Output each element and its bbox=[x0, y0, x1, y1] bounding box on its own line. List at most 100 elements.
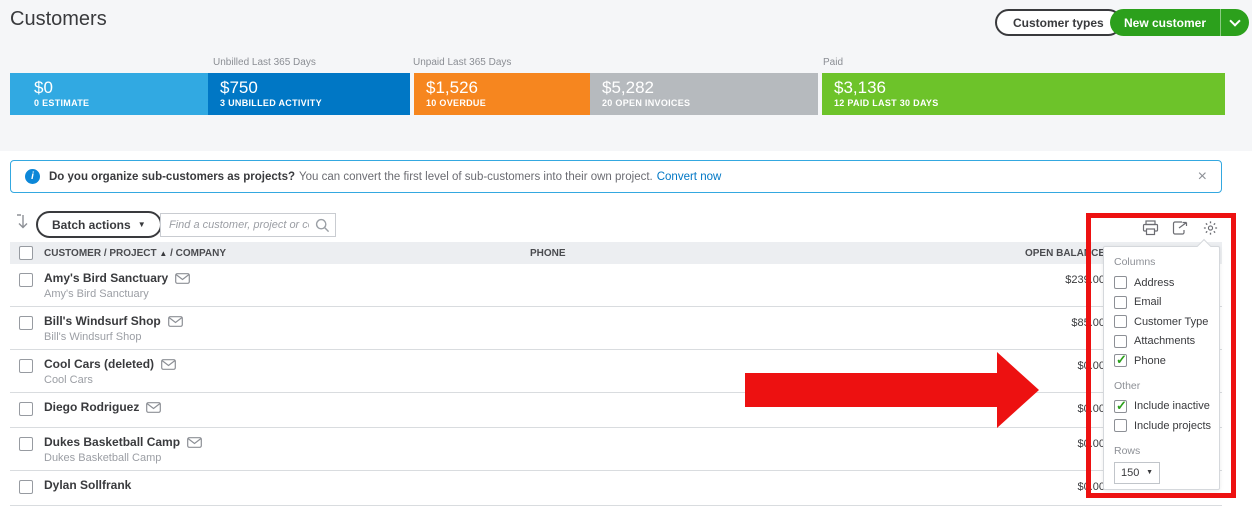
option-include-inactive[interactable]: Include inactive bbox=[1114, 397, 1219, 417]
table-row[interactable]: Cool Cars (deleted) Cool Cars $0.00 bbox=[10, 350, 1222, 393]
close-icon[interactable]: × bbox=[1198, 169, 1207, 185]
checkbox[interactable] bbox=[1114, 276, 1127, 289]
option-email[interactable]: Email bbox=[1114, 293, 1219, 313]
segment-label: 0 ESTIMATE bbox=[34, 97, 208, 109]
select-all-checkbox[interactable] bbox=[19, 246, 33, 260]
option-customer-type[interactable]: Customer Type bbox=[1114, 312, 1219, 332]
search-input[interactable] bbox=[161, 214, 309, 236]
segment-label: 3 UNBILLED ACTIVITY bbox=[220, 97, 410, 109]
segment-open-invoices[interactable]: $5,282 20 OPEN INVOICES bbox=[590, 73, 818, 115]
option-label: Include projects bbox=[1134, 420, 1211, 432]
segment-overdue[interactable]: $1,526 10 OVERDUE bbox=[414, 73, 590, 115]
row-checkbox[interactable] bbox=[19, 273, 33, 287]
batch-actions-button[interactable]: Batch actions ▼ bbox=[36, 211, 162, 238]
phone-column-header[interactable]: PHONE bbox=[530, 248, 566, 259]
open-balance-value: $85.00 bbox=[1071, 317, 1105, 329]
option-include-projects[interactable]: Include projects bbox=[1114, 416, 1219, 436]
rows-per-page-select[interactable]: 150 ▼ bbox=[1114, 462, 1160, 484]
company-name: Dukes Basketball Camp bbox=[44, 452, 161, 464]
sort-asc-icon: ▲ bbox=[159, 249, 167, 258]
row-checkbox[interactable] bbox=[19, 437, 33, 451]
email-envelope-icon[interactable] bbox=[146, 402, 161, 413]
email-envelope-icon[interactable] bbox=[187, 437, 202, 448]
option-label: Phone bbox=[1134, 355, 1166, 367]
segment-unbilled-activity[interactable]: $750 3 UNBILLED ACTIVITY bbox=[208, 73, 410, 115]
segment-amount: $0 bbox=[34, 78, 208, 97]
customer-types-button[interactable]: Customer types bbox=[995, 9, 1122, 36]
search-container bbox=[160, 213, 336, 237]
print-icon[interactable] bbox=[1142, 220, 1159, 236]
row-checkbox[interactable] bbox=[19, 316, 33, 330]
row-checkbox[interactable] bbox=[19, 359, 33, 373]
segment-label: 20 OPEN INVOICES bbox=[602, 97, 818, 109]
segment-label: 12 PAID LAST 30 DAYS bbox=[834, 97, 1225, 109]
open-balance-value: $0.00 bbox=[1077, 360, 1105, 372]
row-checkbox[interactable] bbox=[19, 402, 33, 416]
customer-types-label: Customer types bbox=[1013, 16, 1104, 30]
open-balance-value: $239.00 bbox=[1065, 274, 1105, 286]
checkbox[interactable] bbox=[1114, 400, 1127, 413]
company-name: Bill's Windsurf Shop bbox=[44, 331, 141, 343]
table-actions bbox=[1142, 220, 1219, 236]
customer-name-link[interactable]: Dylan Sollfrank bbox=[44, 478, 131, 492]
unbilled-group-label: Unbilled Last 365 Days bbox=[213, 57, 316, 68]
row-checkbox[interactable] bbox=[19, 480, 33, 494]
email-envelope-icon[interactable] bbox=[168, 316, 183, 327]
option-label: Include inactive bbox=[1134, 400, 1210, 412]
checkbox[interactable] bbox=[1114, 354, 1127, 367]
segment-amount: $1,526 bbox=[426, 78, 590, 97]
new-customer-dropdown[interactable] bbox=[1221, 21, 1249, 25]
company-name: Amy's Bird Sanctuary bbox=[44, 288, 149, 300]
table-row[interactable]: Dukes Basketball Camp Dukes Basketball C… bbox=[10, 428, 1222, 471]
option-label: Email bbox=[1134, 296, 1162, 308]
page-title: Customers bbox=[10, 8, 107, 31]
company-name: Cool Cars bbox=[44, 374, 93, 386]
table-row[interactable]: Amy's Bird Sanctuary Amy's Bird Sanctuar… bbox=[10, 264, 1222, 307]
search-icon[interactable] bbox=[315, 218, 330, 233]
customer-column-label: CUSTOMER / PROJECT bbox=[44, 248, 157, 259]
open-balance-value: $0.00 bbox=[1077, 481, 1105, 493]
gear-icon[interactable] bbox=[1202, 220, 1219, 236]
segment-amount: $3,136 bbox=[834, 78, 1225, 97]
checkbox[interactable] bbox=[1114, 419, 1127, 432]
email-envelope-icon[interactable] bbox=[161, 359, 176, 370]
checkbox[interactable] bbox=[1114, 296, 1127, 309]
convert-now-link[interactable]: Convert now bbox=[657, 171, 722, 183]
option-address[interactable]: Address bbox=[1114, 273, 1219, 293]
caret-down-icon: ▼ bbox=[1146, 469, 1153, 476]
email-envelope-icon[interactable] bbox=[175, 273, 190, 284]
open-balance-value: $0.00 bbox=[1077, 438, 1105, 450]
company-column-label: / COMPANY bbox=[170, 248, 226, 259]
table-row[interactable]: Dylan Sollfrank $0.00 bbox=[10, 471, 1222, 506]
option-attachments[interactable]: Attachments bbox=[1114, 332, 1219, 352]
new-customer-button[interactable]: New customer bbox=[1110, 9, 1249, 36]
option-label: Attachments bbox=[1134, 335, 1195, 347]
customer-name-link[interactable]: Dukes Basketball Camp bbox=[44, 435, 180, 449]
table-settings-panel: Columns Address Email Customer Type Atta… bbox=[1103, 246, 1220, 490]
segment-label: 10 OVERDUE bbox=[426, 97, 590, 109]
customer-name-link[interactable]: Bill's Windsurf Shop bbox=[44, 314, 161, 328]
chevron-down-icon bbox=[1229, 15, 1240, 26]
export-list-icon[interactable] bbox=[16, 214, 30, 231]
table-row[interactable]: Bill's Windsurf Shop Bill's Windsurf Sho… bbox=[10, 307, 1222, 350]
batch-actions-label: Batch actions bbox=[52, 218, 131, 232]
export-icon[interactable] bbox=[1172, 220, 1189, 236]
option-phone[interactable]: Phone bbox=[1114, 351, 1219, 371]
columns-section-label: Columns bbox=[1114, 256, 1219, 268]
segment-amount: $5,282 bbox=[602, 78, 818, 97]
segment-estimates[interactable]: $0 0 ESTIMATE bbox=[10, 73, 208, 115]
segment-amount: $750 bbox=[220, 78, 410, 97]
customer-column-header[interactable]: CUSTOMER / PROJECT ▲ / COMPANY bbox=[44, 248, 226, 259]
other-section-label: Other bbox=[1114, 380, 1219, 392]
customer-table: Amy's Bird Sanctuary Amy's Bird Sanctuar… bbox=[10, 264, 1222, 506]
open-balance-value: $0.00 bbox=[1077, 403, 1105, 415]
customer-name-link[interactable]: Amy's Bird Sanctuary bbox=[44, 271, 168, 285]
paid-group-label: Paid bbox=[823, 57, 843, 68]
customer-name-link[interactable]: Diego Rodriguez bbox=[44, 400, 139, 414]
checkbox[interactable] bbox=[1114, 315, 1127, 328]
customer-name-link[interactable]: Cool Cars (deleted) bbox=[44, 357, 154, 371]
table-row[interactable]: Diego Rodriguez $0.00 bbox=[10, 393, 1222, 428]
segment-paid[interactable]: $3,136 12 PAID LAST 30 DAYS bbox=[822, 73, 1225, 115]
open-balance-column-header[interactable]: OPEN BALANCE bbox=[1025, 248, 1105, 259]
checkbox[interactable] bbox=[1114, 335, 1127, 348]
